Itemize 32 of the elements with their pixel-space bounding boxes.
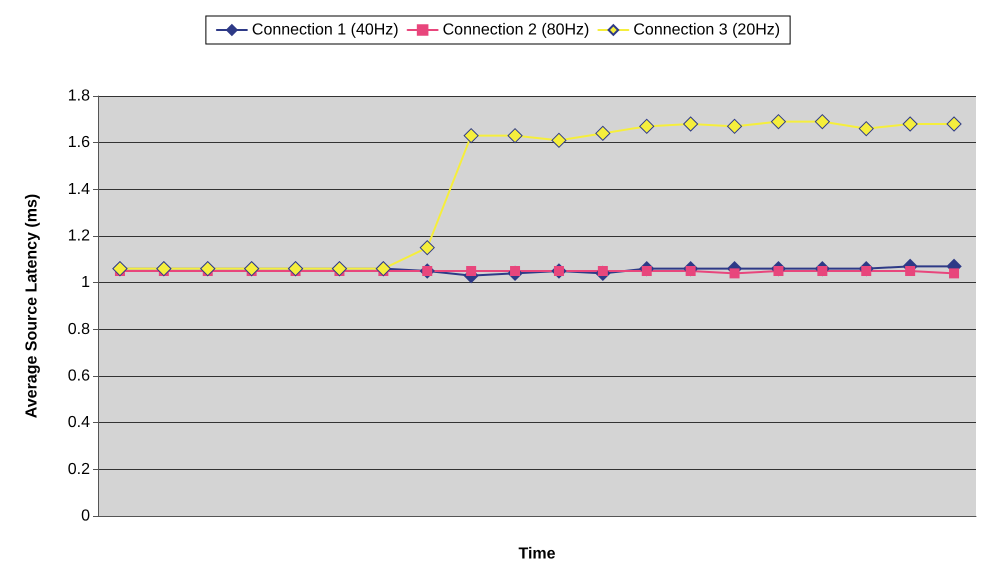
legend-label: Connection 3 (20Hz) [633,22,780,38]
point [905,266,916,276]
y-tick-label: 1.8 [68,88,90,104]
legend-label: Connection 2 (80Hz) [442,22,590,38]
y-tick-label: 1 [81,274,90,292]
x-axis-title: Time [518,546,556,562]
point [814,114,830,130]
legend-label: Connection 1 (40Hz) [252,22,399,38]
y-axis-title: Average Source Latency (ms) [24,194,40,418]
y-tick-label: 1.4 [68,180,90,198]
y-tick-label: 1.2 [68,228,90,244]
point [551,132,566,148]
y-tick-label: 0.6 [68,368,90,384]
point [683,116,698,132]
point [902,116,918,132]
point [639,118,654,134]
y-tick-label: 0.8 [68,320,90,338]
point [508,128,523,144]
point [595,126,610,141]
y-tick-label: 0 [81,508,90,524]
point [770,114,786,130]
point [730,268,740,278]
point [420,240,435,256]
point [949,268,960,278]
point [946,116,962,132]
point [466,266,476,276]
y-tick-label: 1.6 [68,134,90,152]
point [858,121,874,136]
y-tick-label: 0.2 [68,460,90,478]
point [464,128,479,144]
point [727,118,742,134]
y-tick-label: 0.4 [68,414,90,432]
